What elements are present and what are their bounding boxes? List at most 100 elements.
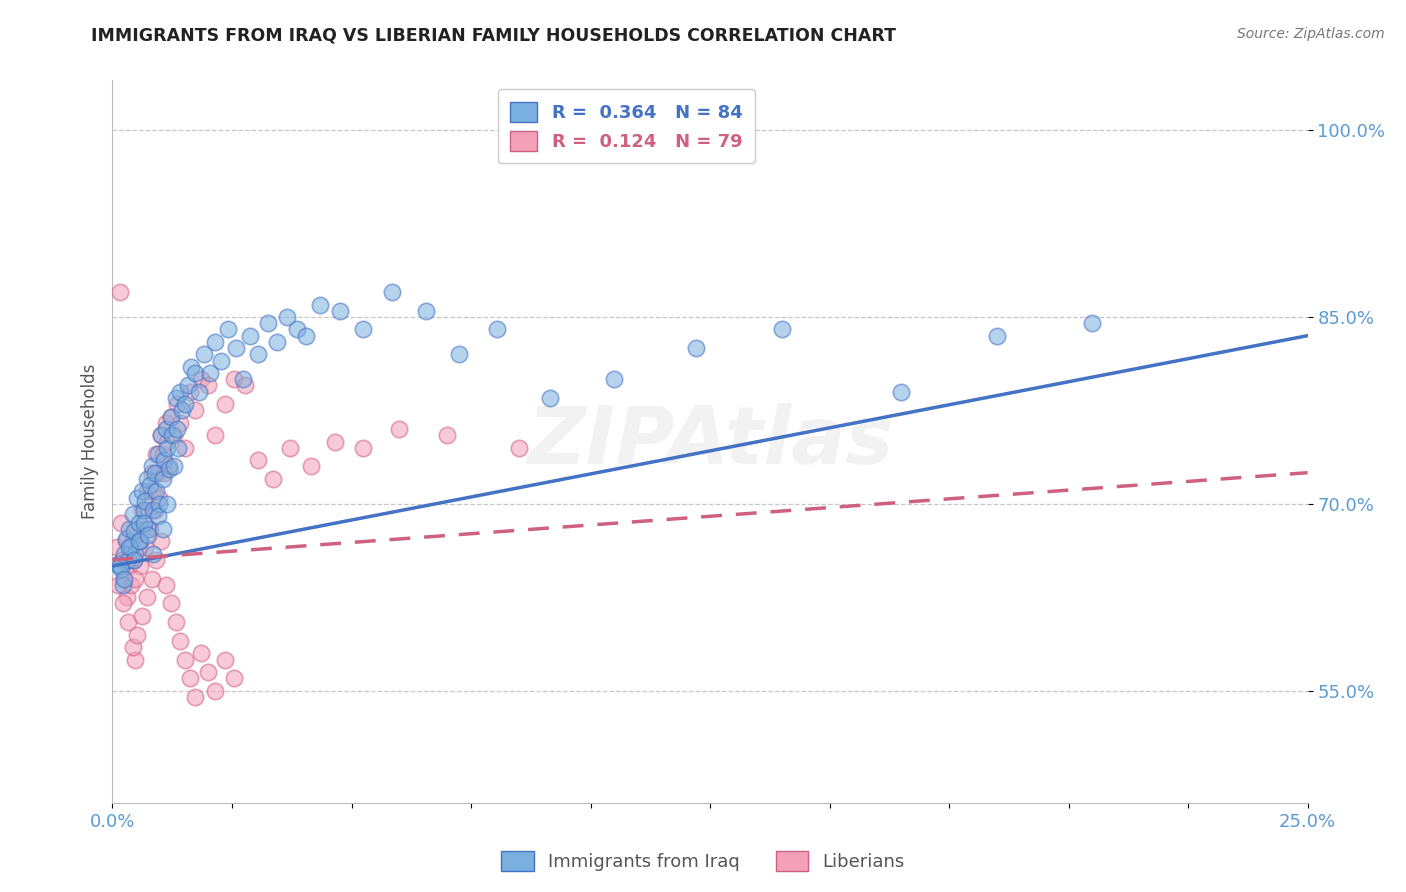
Point (214, 652, 236, 666)
Point (134, 541, 156, 555)
Point (129, 559, 152, 574)
Point (120, 578, 142, 592)
Point (157, 462, 180, 476)
Point (508, 441, 530, 455)
Point (124, 572, 146, 586)
Point (146, 447, 169, 461)
Point (388, 422, 411, 436)
Point (146, 509, 169, 524)
Point (152, 447, 174, 461)
Point (204, 428, 226, 442)
Point (110, 561, 132, 575)
Point (131, 609, 153, 624)
Point (257, 316, 280, 330)
Point (179, 671, 201, 685)
Point (224, 671, 246, 685)
Point (110, 516, 132, 530)
Point (139, 478, 162, 492)
Point (166, 397, 188, 411)
Point (118, 522, 141, 536)
Point (145, 447, 167, 461)
Point (170, 403, 193, 417)
Point (132, 522, 155, 536)
Point (295, 328, 318, 343)
Point (538, 391, 561, 405)
Point (155, 578, 177, 592)
Point (124, 652, 146, 666)
Point (127, 491, 149, 505)
Point (134, 494, 156, 508)
Point (188, 384, 211, 399)
Point (139, 522, 162, 536)
Point (179, 384, 201, 399)
Point (122, 553, 145, 567)
Point (108, 285, 131, 299)
Point (214, 397, 236, 411)
Point (146, 466, 169, 480)
Point (141, 466, 163, 480)
Point (107, 578, 129, 592)
Point (142, 547, 165, 561)
Point (128, 534, 150, 549)
Point (150, 428, 173, 442)
Point (141, 459, 163, 474)
Point (165, 391, 187, 405)
Point (143, 466, 166, 480)
Point (111, 553, 134, 567)
Text: IMMIGRANTS FROM IRAQ VS LIBERIAN FAMILY HOUSEHOLDS CORRELATION CHART: IMMIGRANTS FROM IRAQ VS LIBERIAN FAMILY … (91, 27, 897, 45)
Point (323, 434, 346, 449)
Point (108, 559, 131, 574)
Point (128, 541, 150, 555)
Point (285, 322, 308, 336)
Point (148, 491, 170, 505)
Point (217, 322, 239, 336)
Point (153, 466, 176, 480)
Point (165, 615, 187, 630)
Point (155, 416, 177, 430)
Point (211, 353, 233, 368)
Point (1081, 316, 1104, 330)
Point (155, 422, 177, 436)
Point (247, 347, 270, 361)
Point (129, 534, 152, 549)
Point (890, 384, 912, 399)
Point (299, 459, 322, 474)
Point (174, 397, 197, 411)
Point (190, 646, 212, 660)
Point (190, 372, 212, 386)
Point (225, 341, 247, 355)
Point (156, 441, 179, 455)
Point (204, 334, 226, 349)
Point (603, 372, 626, 386)
Point (145, 484, 167, 499)
Point (141, 572, 163, 586)
Point (381, 285, 404, 299)
Point (159, 597, 181, 611)
Point (183, 403, 205, 417)
Point (266, 334, 288, 349)
Legend: Immigrants from Iraq, Liberians: Immigrants from Iraq, Liberians (494, 844, 912, 879)
Point (247, 453, 270, 467)
Point (138, 503, 160, 517)
Point (231, 372, 253, 386)
Point (163, 428, 186, 442)
Text: ZIPAtlas: ZIPAtlas (527, 402, 893, 481)
Point (415, 303, 437, 318)
Point (114, 572, 135, 586)
Point (174, 652, 197, 666)
Point (142, 503, 165, 517)
Point (167, 441, 190, 455)
Point (174, 441, 197, 455)
Point (128, 516, 150, 530)
Point (122, 524, 145, 539)
Point (114, 547, 135, 561)
Point (115, 534, 138, 549)
Point (235, 378, 257, 392)
Point (166, 422, 188, 436)
Point (142, 484, 165, 499)
Point (114, 572, 135, 586)
Point (239, 328, 262, 343)
Y-axis label: Family Households: Family Households (80, 364, 98, 519)
Point (117, 615, 139, 630)
Point (135, 472, 157, 486)
